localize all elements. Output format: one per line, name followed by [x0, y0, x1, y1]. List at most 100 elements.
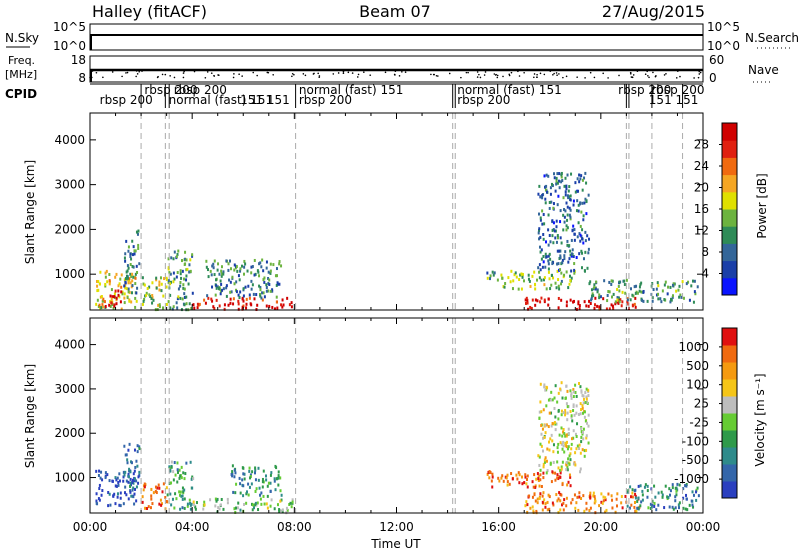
data-cell — [251, 508, 254, 512]
data-cell — [173, 250, 176, 254]
data-cell — [151, 502, 154, 506]
data-cell — [661, 495, 664, 499]
data-cell — [568, 244, 571, 248]
x-tick-label: 04:00 — [175, 520, 210, 534]
data-cell — [536, 278, 539, 282]
data-cell — [580, 427, 583, 431]
data-cell — [548, 507, 551, 511]
data-cell — [246, 269, 249, 273]
data-cell — [231, 472, 234, 476]
data-cell — [242, 294, 245, 298]
data-cell — [593, 495, 596, 499]
data-cell — [565, 440, 568, 444]
nave-point — [496, 76, 499, 79]
data-cell — [144, 294, 147, 298]
nave-point — [478, 73, 480, 76]
colorbar-swatch — [722, 140, 737, 158]
data-cell — [547, 213, 550, 217]
data-cell — [491, 475, 494, 479]
data-cell — [133, 252, 136, 256]
data-cell — [250, 265, 253, 269]
data-cell — [547, 228, 550, 232]
data-cell — [549, 257, 552, 261]
data-cell — [565, 463, 568, 467]
data-cell — [135, 230, 138, 234]
data-cell — [128, 442, 131, 446]
data-cell — [263, 295, 266, 299]
data-cell — [505, 476, 508, 480]
data-cell — [262, 494, 265, 498]
colorbar-swatch — [722, 226, 737, 244]
data-cell — [547, 297, 550, 301]
data-cell — [539, 473, 542, 477]
data-cell — [131, 494, 134, 498]
data-cell — [570, 276, 573, 280]
data-cell — [179, 474, 182, 478]
data-cell — [572, 299, 575, 303]
noise-left-tick-top: 10^5 — [53, 20, 86, 34]
data-cell — [571, 229, 574, 233]
data-cell — [587, 394, 590, 398]
data-cell — [552, 503, 555, 507]
data-cell — [565, 433, 568, 437]
data-cell — [179, 284, 182, 288]
data-cell — [549, 240, 552, 244]
data-cell — [180, 494, 183, 498]
data-cell — [121, 292, 124, 296]
data-cell — [179, 490, 182, 494]
data-cell — [209, 498, 212, 502]
data-cell — [109, 294, 112, 298]
data-cell — [185, 268, 188, 272]
data-cell — [559, 249, 562, 253]
data-cell — [211, 264, 214, 268]
data-cell — [176, 470, 179, 474]
data-cell — [155, 278, 158, 282]
data-cell — [247, 493, 250, 497]
data-cell — [130, 300, 133, 304]
data-cell — [196, 306, 199, 310]
data-cell — [134, 465, 137, 469]
data-cell — [167, 281, 170, 285]
data-cell — [506, 483, 509, 487]
data-cell — [594, 497, 597, 501]
data-cell — [526, 510, 529, 514]
data-cell — [674, 495, 677, 499]
data-cell — [257, 466, 260, 470]
data-cell — [679, 293, 682, 297]
data-cell — [233, 507, 236, 511]
data-cell — [158, 486, 161, 490]
data-cell — [564, 190, 567, 194]
data-cell — [556, 262, 559, 266]
data-cell — [675, 489, 678, 493]
data-cell — [584, 171, 587, 175]
data-cell — [504, 282, 507, 286]
data-cell — [538, 245, 541, 249]
data-cell — [243, 502, 246, 506]
data-cell — [537, 475, 540, 479]
data-cell — [182, 283, 185, 287]
data-cell — [554, 384, 557, 388]
data-cell — [124, 286, 127, 290]
data-cell — [626, 298, 629, 302]
data-cell — [678, 295, 681, 299]
data-cell — [594, 303, 597, 307]
data-cell — [526, 485, 529, 489]
data-cell — [261, 480, 264, 484]
data-cell — [571, 252, 574, 256]
x-tick-label: 12:00 — [379, 520, 414, 534]
colorbar-swatch — [722, 345, 737, 363]
cpid-segment-label: normal (fast) 151 — [169, 93, 273, 107]
data-cell — [212, 266, 215, 270]
data-cell — [133, 479, 136, 483]
data-cell — [521, 482, 524, 486]
data-cell — [579, 224, 582, 228]
data-cell — [269, 262, 272, 266]
nave-point — [111, 71, 114, 73]
data-cell — [251, 283, 254, 287]
data-cell — [151, 281, 154, 285]
data-cell — [561, 261, 564, 265]
data-cell — [120, 290, 123, 294]
data-cell — [129, 481, 132, 485]
colorbar-tick-label: 20 — [694, 181, 709, 195]
data-cell — [98, 303, 101, 307]
